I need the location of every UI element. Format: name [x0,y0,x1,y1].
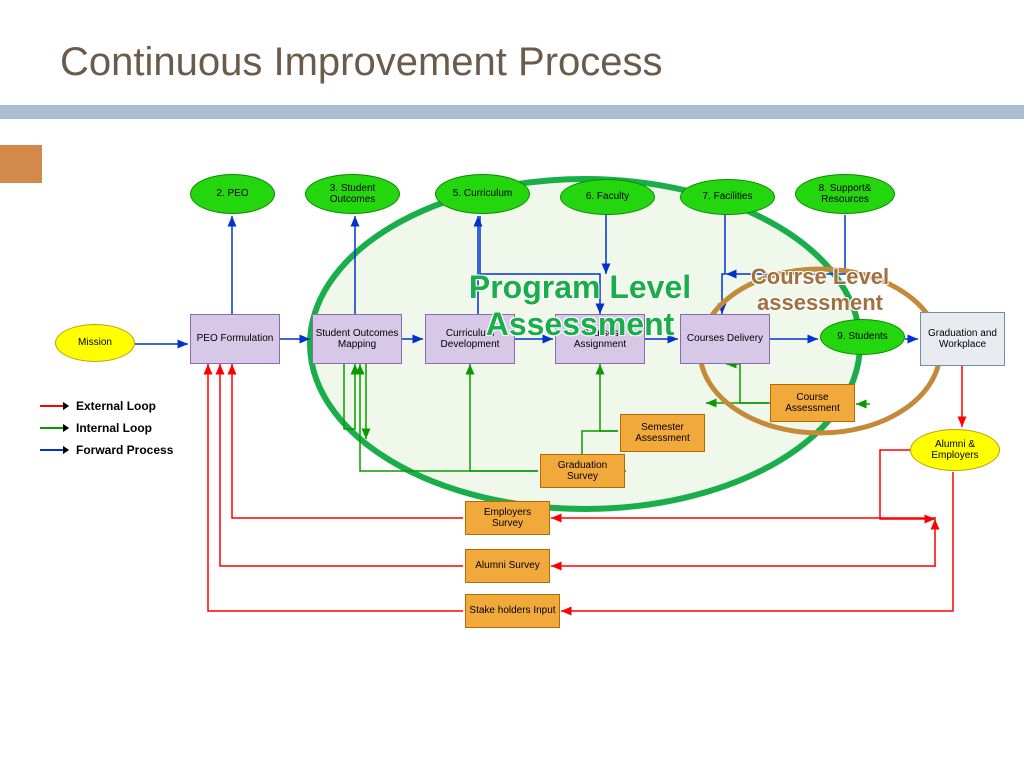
node-facil_ell: 7. Facilities [680,179,775,215]
node-som_box: Student Outcomes Mapping [312,314,402,364]
node-students_ell: 9. Students [820,319,905,355]
page-title: Continuous Improvement Process [0,0,1024,105]
legend-arrow-icon [40,405,68,407]
node-mission: Mission [55,324,135,362]
node-supp_ell: 8. Support& Resources [795,174,895,214]
node-empsurv: Employers Survey [465,501,550,535]
node-alumsurv: Alumni Survey [465,549,550,583]
node-cdev_box: Curriculum Development [425,314,515,364]
node-casg_box: Courses Assignment [555,314,645,364]
node-fac_ell: 6. Faculty [560,179,655,215]
legend-arrow-icon [40,427,68,429]
legend-row: External Loop [40,399,173,413]
legend-row: Forward Process [40,443,173,457]
legend: External Loop Internal Loop Forward Proces… [40,399,173,465]
node-alumni_ell: Alumni & Employers [910,429,1000,471]
course-level-overlay-text: Course Level assessment [730,264,910,316]
accent-bar [0,105,1024,119]
node-so_ell: 3. Student Outcomes [305,174,400,214]
node-semassess: Semester Assessment [620,414,705,452]
legend-arrow-icon [40,449,68,451]
diagram-canvas: Mission 2. PEO 3. Student Outcomes 5. Curri… [0,129,1024,689]
node-peo_box: PEO Formulation [190,314,280,364]
node-grad_box: Graduation and Workplace [920,312,1005,366]
node-cdel_box: Courses Delivery [680,314,770,364]
legend-label: External Loop [76,399,156,413]
legend-row: Internal Loop [40,421,173,435]
node-peo_ell: 2. PEO [190,174,275,214]
node-curr_ell: 5. Curriculum [435,174,530,214]
node-stakeinp: Stake holders Input [465,594,560,628]
node-gradsurv: Graduation Survey [540,454,625,488]
node-cassess_box: Course Assessment [770,384,855,422]
legend-label: Forward Process [76,443,173,457]
legend-label: Internal Loop [76,421,152,435]
